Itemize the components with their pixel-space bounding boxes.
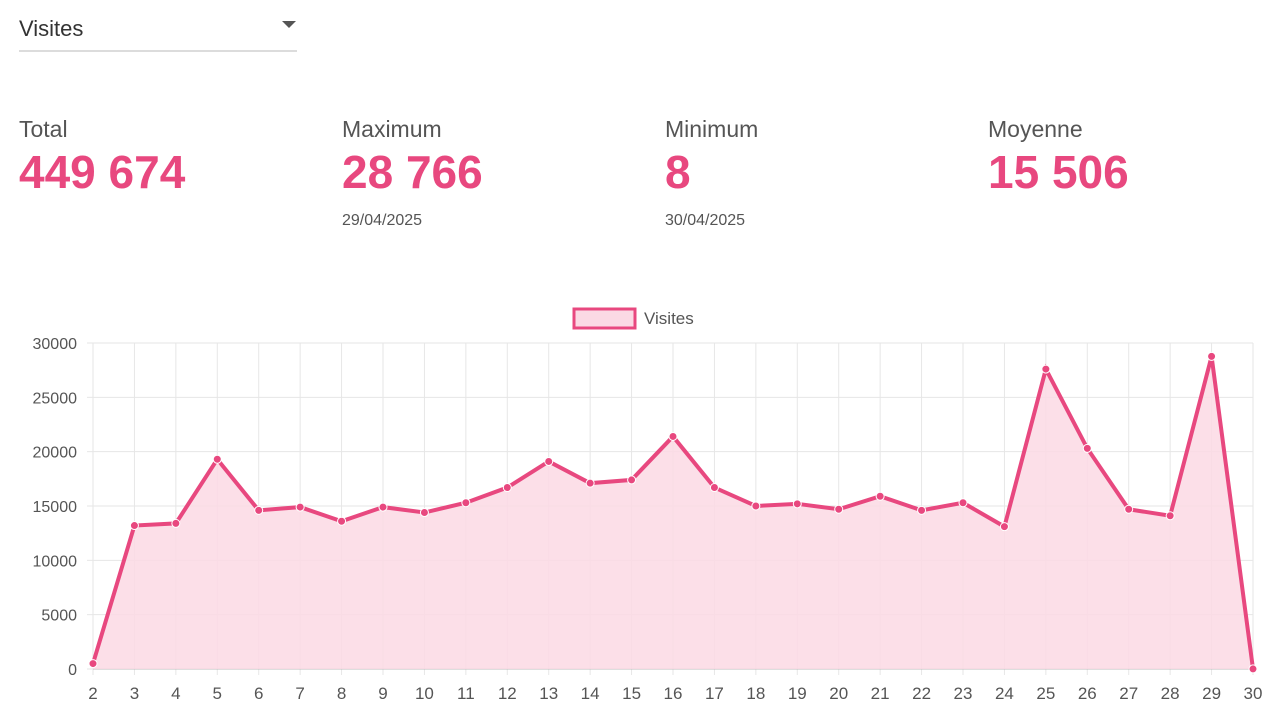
legend-swatch — [572, 307, 637, 330]
stat-total-value: 449 674 — [19, 146, 186, 198]
y-tick-label: 20000 — [33, 445, 78, 462]
x-tick-label: 9 — [378, 684, 387, 703]
data-point — [751, 501, 761, 511]
data-point — [129, 521, 139, 531]
metric-select-value: Visites — [19, 16, 84, 41]
y-tick-label: 30000 — [33, 336, 78, 353]
data-point — [502, 483, 512, 493]
data-point — [171, 518, 181, 528]
data-point — [999, 522, 1009, 532]
legend-label: Visites — [644, 309, 694, 328]
x-tick-label: 17 — [705, 684, 724, 703]
data-point — [1207, 351, 1217, 361]
data-point — [668, 431, 678, 441]
x-tick-label: 30 — [1244, 684, 1263, 703]
stat-maximum: Maximum 28 766 29/04/2025 — [342, 114, 642, 230]
x-tick-label: 13 — [539, 684, 558, 703]
data-point — [1124, 504, 1134, 514]
data-point — [544, 456, 554, 466]
x-tick-label: 28 — [1161, 684, 1180, 703]
data-point — [295, 502, 305, 512]
data-point — [1165, 511, 1175, 521]
y-tick-label: 25000 — [33, 390, 78, 407]
y-tick-label: 5000 — [41, 608, 77, 625]
stat-maximum-date: 29/04/2025 — [342, 212, 423, 229]
x-tick-label: 5 — [213, 684, 222, 703]
x-tick-label: 4 — [171, 684, 180, 703]
x-tick-label: 19 — [788, 684, 807, 703]
x-tick-label: 2 — [88, 684, 97, 703]
x-tick-label: 10 — [415, 684, 434, 703]
data-point — [461, 498, 471, 508]
x-tick-label: 25 — [1036, 684, 1055, 703]
data-point — [627, 475, 637, 485]
x-tick-label: 7 — [295, 684, 304, 703]
data-point — [419, 508, 429, 518]
x-tick-label: 23 — [954, 684, 973, 703]
data-point — [917, 505, 927, 515]
stat-average: Moyenne 15 506 — [988, 114, 1275, 200]
data-point — [709, 483, 719, 493]
data-point — [1041, 364, 1051, 374]
chart-legend[interactable]: Visites — [572, 307, 694, 330]
x-tick-label: 24 — [995, 684, 1014, 703]
stat-average-value: 15 506 — [988, 146, 1129, 198]
stat-average-label: Moyenne — [988, 116, 1083, 142]
data-point — [792, 499, 802, 509]
data-point — [585, 478, 595, 488]
x-tick-label: 8 — [337, 684, 346, 703]
data-point — [337, 516, 347, 526]
x-tick-label: 12 — [498, 684, 517, 703]
data-point — [834, 504, 844, 514]
data-point — [254, 505, 264, 515]
x-tick-label: 18 — [746, 684, 765, 703]
y-tick-label: 0 — [68, 662, 77, 679]
stat-total: Total 449 674 — [19, 114, 319, 200]
y-tick-label: 10000 — [33, 553, 78, 570]
x-tick-label: 15 — [622, 684, 641, 703]
x-tick-label: 26 — [1078, 684, 1097, 703]
caret-down-icon — [282, 21, 296, 28]
x-tick-label: 20 — [829, 684, 848, 703]
x-tick-label: 27 — [1119, 684, 1138, 703]
x-tick-label: 21 — [871, 684, 890, 703]
data-point — [1248, 664, 1258, 674]
data-point — [875, 491, 885, 501]
series-area — [93, 356, 1253, 669]
data-point — [378, 502, 388, 512]
stat-minimum-label: Minimum — [665, 116, 759, 142]
metric-select[interactable]: Visites — [19, 8, 297, 52]
y-tick-label: 15000 — [33, 499, 78, 516]
stat-total-label: Total — [19, 116, 68, 142]
x-tick-label: 29 — [1202, 684, 1221, 703]
stat-maximum-value: 28 766 — [342, 146, 483, 198]
stat-maximum-label: Maximum — [342, 116, 442, 142]
x-tick-label: 11 — [457, 684, 475, 703]
stat-minimum: Minimum 8 30/04/2025 — [665, 114, 965, 230]
data-point — [212, 454, 222, 464]
x-tick-label: 22 — [912, 684, 931, 703]
data-point — [88, 659, 98, 669]
stat-minimum-value: 8 — [665, 146, 691, 198]
data-point — [958, 498, 968, 508]
x-tick-label: 3 — [130, 684, 139, 703]
stat-minimum-date: 30/04/2025 — [665, 212, 746, 229]
x-tick-label: 14 — [581, 684, 600, 703]
x-tick-label: 6 — [254, 684, 263, 703]
x-tick-label: 16 — [664, 684, 683, 703]
data-point — [1082, 443, 1092, 453]
